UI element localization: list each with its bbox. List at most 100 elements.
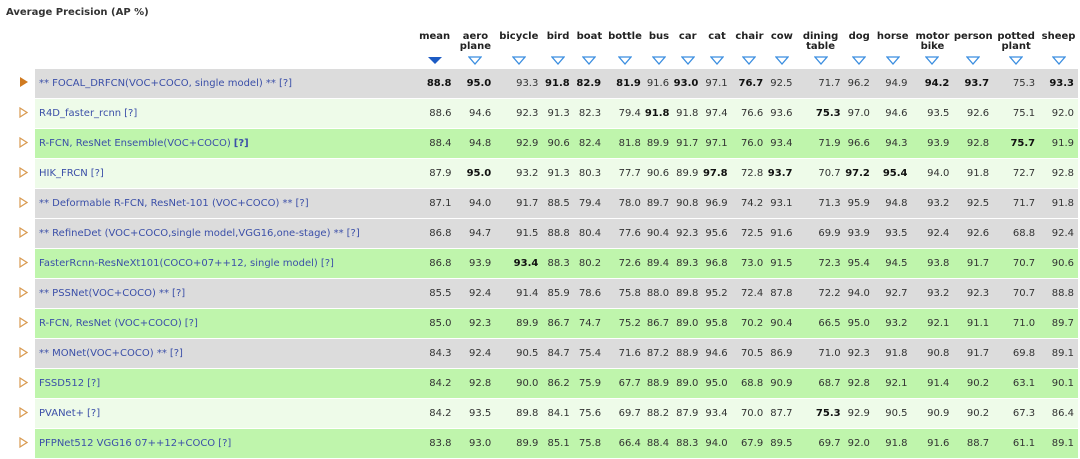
ap-value-bus: 88.0 bbox=[644, 278, 674, 309]
expand-row-icon[interactable] bbox=[12, 398, 35, 429]
help-link[interactable]: [?] bbox=[90, 168, 104, 179]
method-name[interactable]: R-FCN, ResNet (VOC+COCO) [?] bbox=[35, 308, 414, 339]
sort-potted-plant-icon[interactable] bbox=[993, 55, 1039, 69]
expand-row-icon[interactable] bbox=[12, 368, 35, 399]
sort-motor-bike-icon[interactable] bbox=[912, 55, 954, 69]
method-name[interactable]: R-FCN, ResNet Ensemble(VOC+COCO) [?] bbox=[35, 128, 414, 159]
ap-value-car: 89.3 bbox=[673, 248, 703, 279]
expand-row-icon[interactable] bbox=[12, 248, 35, 279]
help-link[interactable]: [?] bbox=[87, 408, 101, 419]
ap-value-car: 88.3 bbox=[673, 428, 703, 459]
method-name-label[interactable]: ** RefineDet (VOC+COCO,single model,VGG1… bbox=[39, 228, 344, 239]
expand-row-icon[interactable] bbox=[12, 69, 35, 99]
sort-sheep-icon[interactable] bbox=[1039, 55, 1078, 69]
expand-row-icon[interactable] bbox=[12, 158, 35, 189]
method-name[interactable]: ** FOCAL_DRFCN(VOC+COCO, single model) *… bbox=[35, 69, 414, 99]
method-name-label[interactable]: ** PSSNet(VOC+COCO) ** bbox=[39, 288, 170, 299]
ap-value-car: 89.9 bbox=[673, 158, 703, 189]
expand-row-icon[interactable] bbox=[12, 428, 35, 459]
sort-bird-icon[interactable] bbox=[542, 55, 573, 69]
help-link[interactable]: [?] bbox=[87, 378, 101, 389]
sort-mean-icon[interactable] bbox=[414, 55, 456, 69]
ap-value-cow: 93.6 bbox=[767, 98, 797, 129]
help-link[interactable]: [?] bbox=[184, 318, 198, 329]
method-name[interactable]: ** RefineDet (VOC+COCO,single model,VGG1… bbox=[35, 218, 414, 249]
method-name[interactable]: PFPNet512 VGG16 07++12+COCO [?] bbox=[35, 428, 414, 459]
help-link[interactable]: [?] bbox=[172, 288, 186, 299]
method-name[interactable]: ** MONet(VOC+COCO) ** [?] bbox=[35, 338, 414, 369]
ap-value-bottle: 71.6 bbox=[605, 338, 645, 369]
ap-value-cat: 95.0 bbox=[702, 368, 732, 399]
ap-value-cat: 96.8 bbox=[702, 248, 732, 279]
help-link[interactable]: [?] bbox=[124, 108, 138, 119]
ap-value-dog: 96.2 bbox=[844, 69, 874, 99]
help-link[interactable]: [?] bbox=[169, 348, 183, 359]
expand-row-icon[interactable] bbox=[12, 338, 35, 369]
method-name-label[interactable]: FSSD512 bbox=[39, 378, 85, 389]
expand-row-icon[interactable] bbox=[12, 278, 35, 309]
table-row: R-FCN, ResNet Ensemble(VOC+COCO) [?] 88.4 9… bbox=[12, 128, 1078, 159]
help-link[interactable]: [?] bbox=[233, 138, 249, 149]
sort-dog-icon[interactable] bbox=[845, 55, 874, 69]
method-name[interactable]: FSSD512 [?] bbox=[35, 368, 414, 399]
expand-row-icon[interactable] bbox=[12, 188, 35, 219]
sort-bottle-icon[interactable] bbox=[605, 55, 645, 69]
method-name[interactable]: R4D_faster_rcnn [?] bbox=[35, 98, 414, 129]
method-name-label[interactable]: ** FOCAL_DRFCN(VOC+COCO, single model) *… bbox=[39, 78, 276, 89]
sort-person-icon[interactable] bbox=[953, 55, 993, 69]
sort-car-icon[interactable] bbox=[673, 55, 702, 69]
method-name-label[interactable]: ** Deformable R-FCN, ResNet-101 (VOC+COC… bbox=[39, 198, 293, 209]
sort-horse-icon[interactable] bbox=[874, 55, 912, 69]
sort-aero-plane-icon[interactable] bbox=[456, 55, 496, 69]
method-name-label[interactable]: HIK_FRCN bbox=[39, 168, 88, 179]
expand-row-icon[interactable] bbox=[12, 308, 35, 339]
ap-value-dining-table: 71.9 bbox=[796, 128, 845, 159]
ap-value-boat: 75.4 bbox=[573, 338, 606, 369]
method-name-label[interactable]: R4D_faster_rcnn bbox=[39, 108, 122, 119]
ap-value-bird: 91.3 bbox=[542, 98, 574, 129]
help-link[interactable]: [?] bbox=[346, 228, 360, 239]
method-name-label[interactable]: FasterRcnn-ResNeXt101(COCO+07++12, singl… bbox=[39, 258, 318, 269]
expanded-arrow-icon[interactable] bbox=[19, 77, 28, 87]
sort-chair-icon[interactable] bbox=[732, 55, 768, 69]
help-link[interactable]: [?] bbox=[320, 258, 334, 269]
sort-dining-table-icon[interactable] bbox=[796, 55, 844, 69]
method-name[interactable]: FasterRcnn-ResNeXt101(COCO+07++12, singl… bbox=[35, 248, 414, 279]
method-name[interactable]: ** PSSNet(VOC+COCO) ** [?] bbox=[35, 278, 414, 309]
help-link[interactable]: [?] bbox=[278, 78, 293, 89]
ap-value-bicycle: 90.5 bbox=[495, 338, 543, 369]
help-link[interactable]: [?] bbox=[295, 198, 309, 209]
ap-value-cat: 97.1 bbox=[702, 128, 732, 159]
method-name[interactable]: HIK_FRCN [?] bbox=[35, 158, 414, 189]
help-link[interactable]: [?] bbox=[218, 438, 232, 449]
ap-value-bus: 89.4 bbox=[644, 248, 674, 279]
method-name-label[interactable]: PFPNet512 VGG16 07++12+COCO bbox=[39, 438, 216, 449]
column-header-row: mean aero plane bicycle bird boat bottle bus ca… bbox=[12, 30, 1078, 55]
ap-value-cow: 87.8 bbox=[767, 278, 797, 309]
sort-cow-icon[interactable] bbox=[767, 55, 796, 69]
ap-value-bottle: 81.8 bbox=[605, 128, 645, 159]
ap-value-mean: 85.0 bbox=[413, 308, 456, 339]
ap-value-horse: 93.5 bbox=[873, 218, 912, 249]
ap-value-bus: 86.7 bbox=[644, 308, 674, 339]
method-name-label[interactable]: ** MONet(VOC+COCO) ** bbox=[39, 348, 167, 359]
method-name[interactable]: ** Deformable R-FCN, ResNet-101 (VOC+COC… bbox=[35, 188, 414, 219]
ap-value-cow: 87.7 bbox=[767, 398, 797, 429]
sort-active-icon[interactable] bbox=[427, 57, 442, 64]
method-name-label[interactable]: R-FCN, ResNet Ensemble(VOC+COCO) bbox=[39, 138, 231, 149]
ap-value-potted-plant: 67.3 bbox=[993, 398, 1040, 429]
sort-bus-icon[interactable] bbox=[645, 55, 673, 69]
method-name[interactable]: PVANet+ [?] bbox=[35, 398, 414, 429]
expand-row-icon[interactable] bbox=[12, 98, 35, 129]
sort-boat-icon[interactable] bbox=[574, 55, 605, 69]
ap-value-aero-plane: 95.0 bbox=[455, 158, 496, 189]
method-name-label[interactable]: R-FCN, ResNet (VOC+COCO) bbox=[39, 318, 182, 329]
ap-value-person: 90.2 bbox=[953, 368, 994, 399]
expand-row-icon[interactable] bbox=[12, 128, 35, 159]
expand-row-icon[interactable] bbox=[12, 218, 35, 249]
ap-value-mean: 88.4 bbox=[413, 128, 456, 159]
ap-value-cow: 93.7 bbox=[767, 158, 797, 189]
method-name-label[interactable]: PVANet+ bbox=[39, 408, 85, 419]
sort-cat-icon[interactable] bbox=[702, 55, 731, 69]
sort-bicycle-icon[interactable] bbox=[495, 55, 542, 69]
